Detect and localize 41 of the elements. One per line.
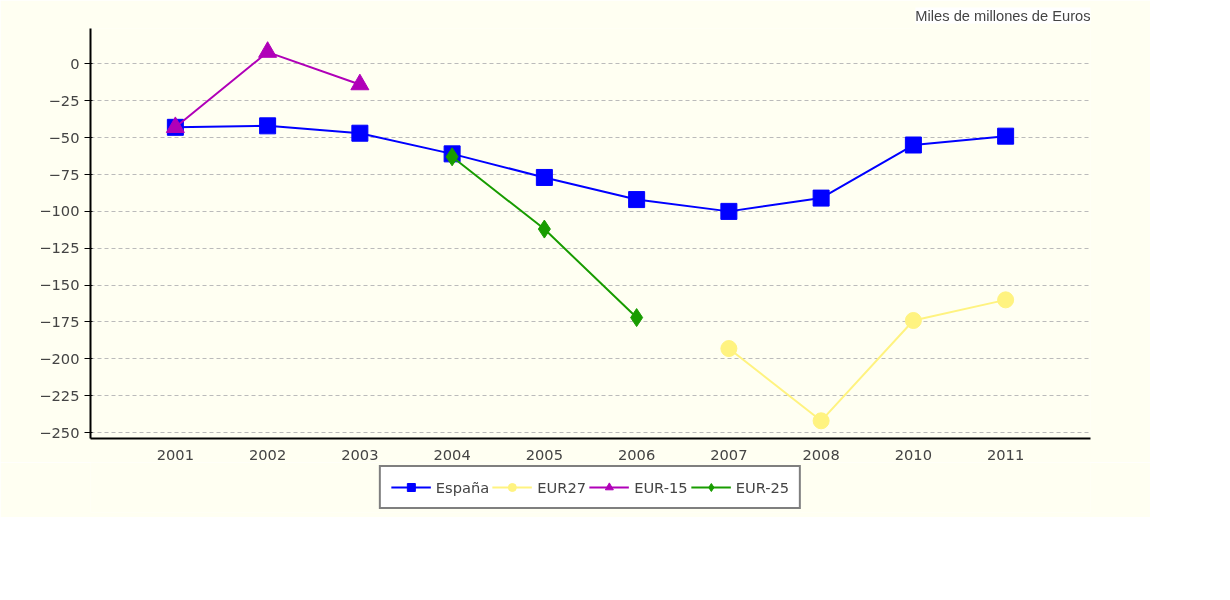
point xyxy=(259,117,277,135)
x-tick-label: 2011 xyxy=(986,445,1025,463)
x-tick-label: 2007 xyxy=(710,445,748,463)
point xyxy=(445,147,459,167)
legend-label: EUR27 xyxy=(537,478,587,496)
point xyxy=(720,340,738,358)
point xyxy=(812,412,830,430)
y-tick-label: −75 xyxy=(48,165,80,183)
point xyxy=(997,127,1015,145)
y-tick-label: −250 xyxy=(39,423,80,441)
y-tick-label: −100 xyxy=(39,202,80,220)
x-tick-label: 2005 xyxy=(525,445,564,463)
y-tick-label: −50 xyxy=(48,128,80,146)
y-tick-label: −125 xyxy=(39,239,80,257)
x-tick-label: 2002 xyxy=(248,445,287,463)
point xyxy=(997,291,1015,309)
point xyxy=(720,202,738,220)
point xyxy=(812,189,830,207)
y-tick-label: −175 xyxy=(39,312,80,330)
y-axis-title: Miles de millones de Euros xyxy=(915,7,1091,24)
y-tick-label: −200 xyxy=(39,349,80,367)
y-tick-label: −225 xyxy=(39,386,80,404)
point xyxy=(630,308,644,328)
legend-label: España xyxy=(435,478,490,496)
y-tick-label: −150 xyxy=(39,276,80,294)
x-tick-label: 2001 xyxy=(156,445,195,463)
point xyxy=(628,191,646,209)
legend-label: EUR-25 xyxy=(735,478,790,496)
y-tick-label: 0 xyxy=(70,54,80,72)
point xyxy=(904,312,922,329)
legend-label: EUR-15 xyxy=(634,478,688,496)
x-tick-label: 2003 xyxy=(341,445,379,463)
x-tick-label: 2008 xyxy=(802,445,840,463)
x-tick-label: 2006 xyxy=(617,445,656,463)
point xyxy=(904,136,922,154)
point xyxy=(351,124,369,142)
point xyxy=(537,219,551,239)
x-tick-label: 2010 xyxy=(894,445,933,463)
y-tick-label: −25 xyxy=(48,91,80,109)
x-tick-label: 2004 xyxy=(433,445,471,463)
point xyxy=(535,168,553,186)
